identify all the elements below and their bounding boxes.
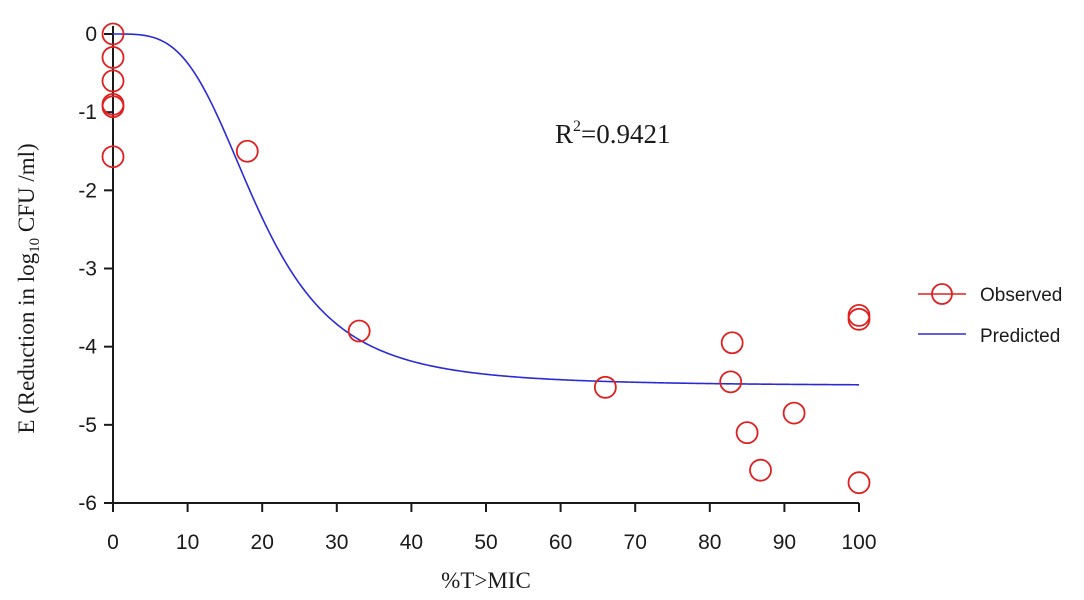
axes xyxy=(112,26,859,504)
observed-point xyxy=(719,370,743,394)
x-tick-label: 70 xyxy=(624,531,647,554)
legend-observed-marker xyxy=(931,283,953,305)
legend-predicted-label: Predicted xyxy=(980,326,1060,347)
x-tick-label: 100 xyxy=(841,531,876,554)
observed-point xyxy=(735,421,759,445)
observed-point xyxy=(101,22,125,46)
observed-point xyxy=(782,401,806,425)
legend-observed-label: Observed xyxy=(980,285,1062,306)
y-tick-label: -3 xyxy=(78,258,97,281)
observed-point xyxy=(235,139,259,163)
x-axis-title: %T>MIC xyxy=(441,568,531,593)
observed-point xyxy=(101,145,125,169)
x-tick-label: 40 xyxy=(400,531,423,554)
y-axis-title-prefix: E (Reduction in log xyxy=(14,252,39,433)
r-squared-annotation: R2=0.9421 xyxy=(555,118,671,149)
r-squared-base: R xyxy=(555,119,573,149)
x-tick-label: 20 xyxy=(251,531,274,554)
observed-point xyxy=(720,331,744,355)
observed-point xyxy=(847,307,871,331)
legend: Observed Predicted xyxy=(918,283,1062,347)
observed-point xyxy=(749,458,772,482)
ticks: 0 -1 -2 -3 -4 -5 -6 0 10 20 30 40 50 60 70 80 90 100 xyxy=(78,23,876,554)
observed-point xyxy=(101,46,125,69)
y-axis-title: E (Reduction in log10 CFU /ml) xyxy=(14,143,43,433)
observed-series xyxy=(101,22,871,495)
observed-point xyxy=(847,471,871,495)
y-tick-label: -1 xyxy=(78,101,97,124)
predicted-curve xyxy=(113,33,859,386)
observed-point xyxy=(347,319,371,343)
y-tick-label: -6 xyxy=(78,492,97,515)
y-tick-label: 0 xyxy=(85,23,97,46)
x-tick-label: 90 xyxy=(773,531,796,554)
y-tick-label: -4 xyxy=(78,336,97,359)
observed-point xyxy=(101,69,125,93)
y-tick-label: -5 xyxy=(78,414,97,437)
y-tick-label: -2 xyxy=(78,179,97,202)
r-squared-superscript: 2 xyxy=(573,118,581,135)
y-axis-title-suffix: CFU /ml) xyxy=(14,143,39,238)
x-tick-label: 80 xyxy=(698,531,721,554)
y-axis-title-subscript: 10 xyxy=(27,238,43,253)
x-tick-label: 10 xyxy=(176,531,199,554)
x-tick-label: 0 xyxy=(107,531,119,554)
x-tick-label: 60 xyxy=(549,531,572,554)
predicted-series xyxy=(113,33,859,386)
x-tick-label: 30 xyxy=(325,531,348,554)
x-tick-label: 50 xyxy=(474,531,497,554)
observed-point xyxy=(101,95,125,119)
observed-point xyxy=(593,375,617,399)
r-squared-value: =0.9421 xyxy=(581,119,670,149)
